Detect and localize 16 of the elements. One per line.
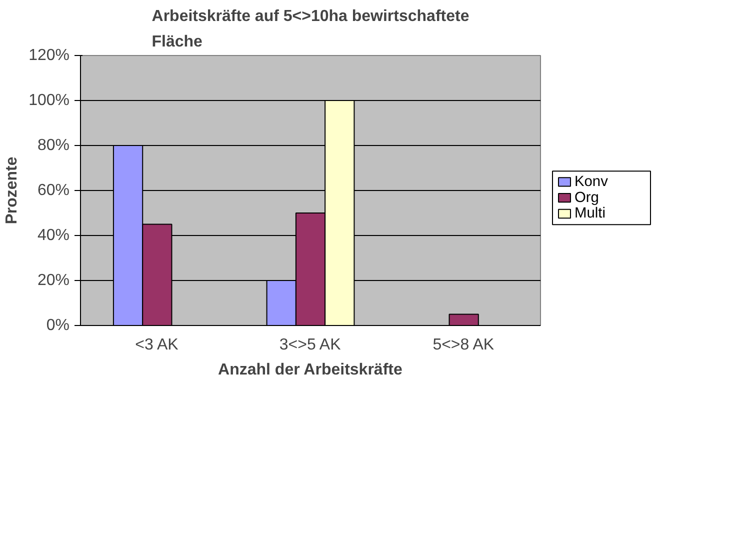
x-tick-label: 3<>5 AK [279, 336, 342, 354]
y-tick-label: 0% [46, 317, 70, 334]
x-tick-label: <3 AK [135, 336, 179, 354]
x-axis-title: Anzahl der Arbeitskräfte [218, 362, 402, 378]
y-tick-label: 20% [37, 272, 70, 289]
chart-title: Arbeitskräfte auf 5<>10ha bewirtschaftete Fläche [152, 8, 470, 50]
legend-label: Org [574, 190, 599, 206]
y-tick-label: 60% [37, 182, 70, 199]
y-axis-title: Prozente [4, 156, 21, 224]
legend-label: Konv [574, 174, 609, 190]
y-tick-label: 120% [28, 47, 70, 64]
x-tick-label: 5<>8 AK [432, 336, 494, 354]
legend-label: Multi [574, 206, 606, 222]
y-tick-label: 100% [28, 92, 70, 109]
y-tick-label: 80% [37, 137, 70, 154]
y-tick-label: 40% [37, 227, 70, 244]
